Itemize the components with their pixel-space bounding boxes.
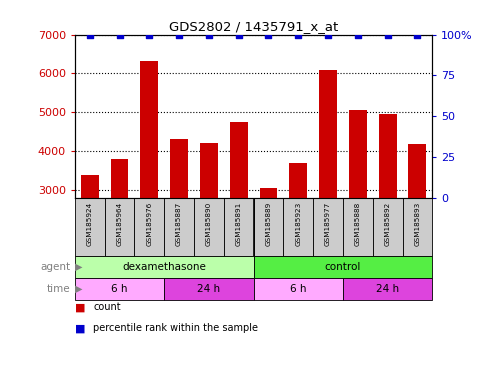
Bar (75, 256, 254, 278)
Text: agent: agent (40, 262, 70, 272)
Point (384, 31, 392, 38)
Text: 6 h: 6 h (290, 284, 307, 294)
Point (295, 31, 302, 38)
Text: GSM185892: GSM185892 (384, 201, 391, 246)
Text: GSM185977: GSM185977 (325, 201, 331, 246)
Point (413, 31, 421, 38)
Bar (200, 144, 218, 198)
Text: GSM185889: GSM185889 (266, 201, 271, 246)
Point (145, 31, 153, 38)
Bar (134, 198, 164, 256)
Point (205, 31, 213, 38)
Text: 6 h: 6 h (111, 284, 128, 294)
Bar (164, 198, 194, 256)
Bar (224, 198, 254, 256)
Bar (343, 198, 373, 256)
Bar (164, 278, 254, 300)
Bar (259, 188, 277, 198)
Point (175, 31, 183, 38)
Text: 24 h: 24 h (376, 284, 399, 294)
Title: GDS2802 / 1435791_x_at: GDS2802 / 1435791_x_at (169, 20, 338, 33)
Point (354, 31, 362, 38)
Bar (81, 175, 99, 198)
Text: ■: ■ (75, 302, 85, 312)
Bar (254, 278, 343, 300)
Text: 24 h: 24 h (198, 284, 220, 294)
Point (265, 31, 272, 38)
Text: ▶: ▶ (75, 284, 83, 294)
Point (116, 31, 124, 38)
Bar (194, 198, 224, 256)
Bar (105, 198, 134, 256)
Bar (254, 256, 432, 278)
Text: GSM185924: GSM185924 (87, 201, 93, 246)
Bar (75, 278, 164, 300)
Text: GSM185891: GSM185891 (236, 201, 242, 246)
Bar (230, 122, 248, 198)
Bar (373, 198, 402, 256)
Text: control: control (325, 262, 361, 272)
Bar (313, 198, 343, 256)
Bar (170, 139, 188, 198)
Text: dexamethasone: dexamethasone (122, 262, 206, 272)
Text: GSM185964: GSM185964 (116, 201, 123, 246)
Bar (379, 114, 397, 198)
Text: GSM185893: GSM185893 (414, 201, 420, 246)
Bar (319, 70, 337, 198)
Text: GSM185923: GSM185923 (295, 201, 301, 246)
Text: GSM185890: GSM185890 (206, 201, 212, 246)
Bar (343, 278, 432, 300)
Bar (75, 198, 105, 256)
Text: GSM185887: GSM185887 (176, 201, 182, 246)
Text: count: count (93, 302, 121, 312)
Bar (141, 61, 158, 198)
Text: GSM185976: GSM185976 (146, 201, 152, 246)
Bar (409, 144, 426, 198)
Bar (254, 198, 284, 256)
Point (235, 31, 242, 38)
Bar (289, 163, 307, 198)
Bar (402, 198, 432, 256)
Point (86, 31, 94, 38)
Text: ▶: ▶ (75, 262, 83, 272)
Bar (284, 198, 313, 256)
Bar (111, 159, 128, 198)
Text: percentile rank within the sample: percentile rank within the sample (93, 323, 258, 333)
Point (324, 31, 332, 38)
Bar (349, 110, 367, 198)
Text: ■: ■ (75, 323, 85, 333)
Text: GSM185888: GSM185888 (355, 201, 361, 246)
Text: time: time (46, 284, 70, 294)
